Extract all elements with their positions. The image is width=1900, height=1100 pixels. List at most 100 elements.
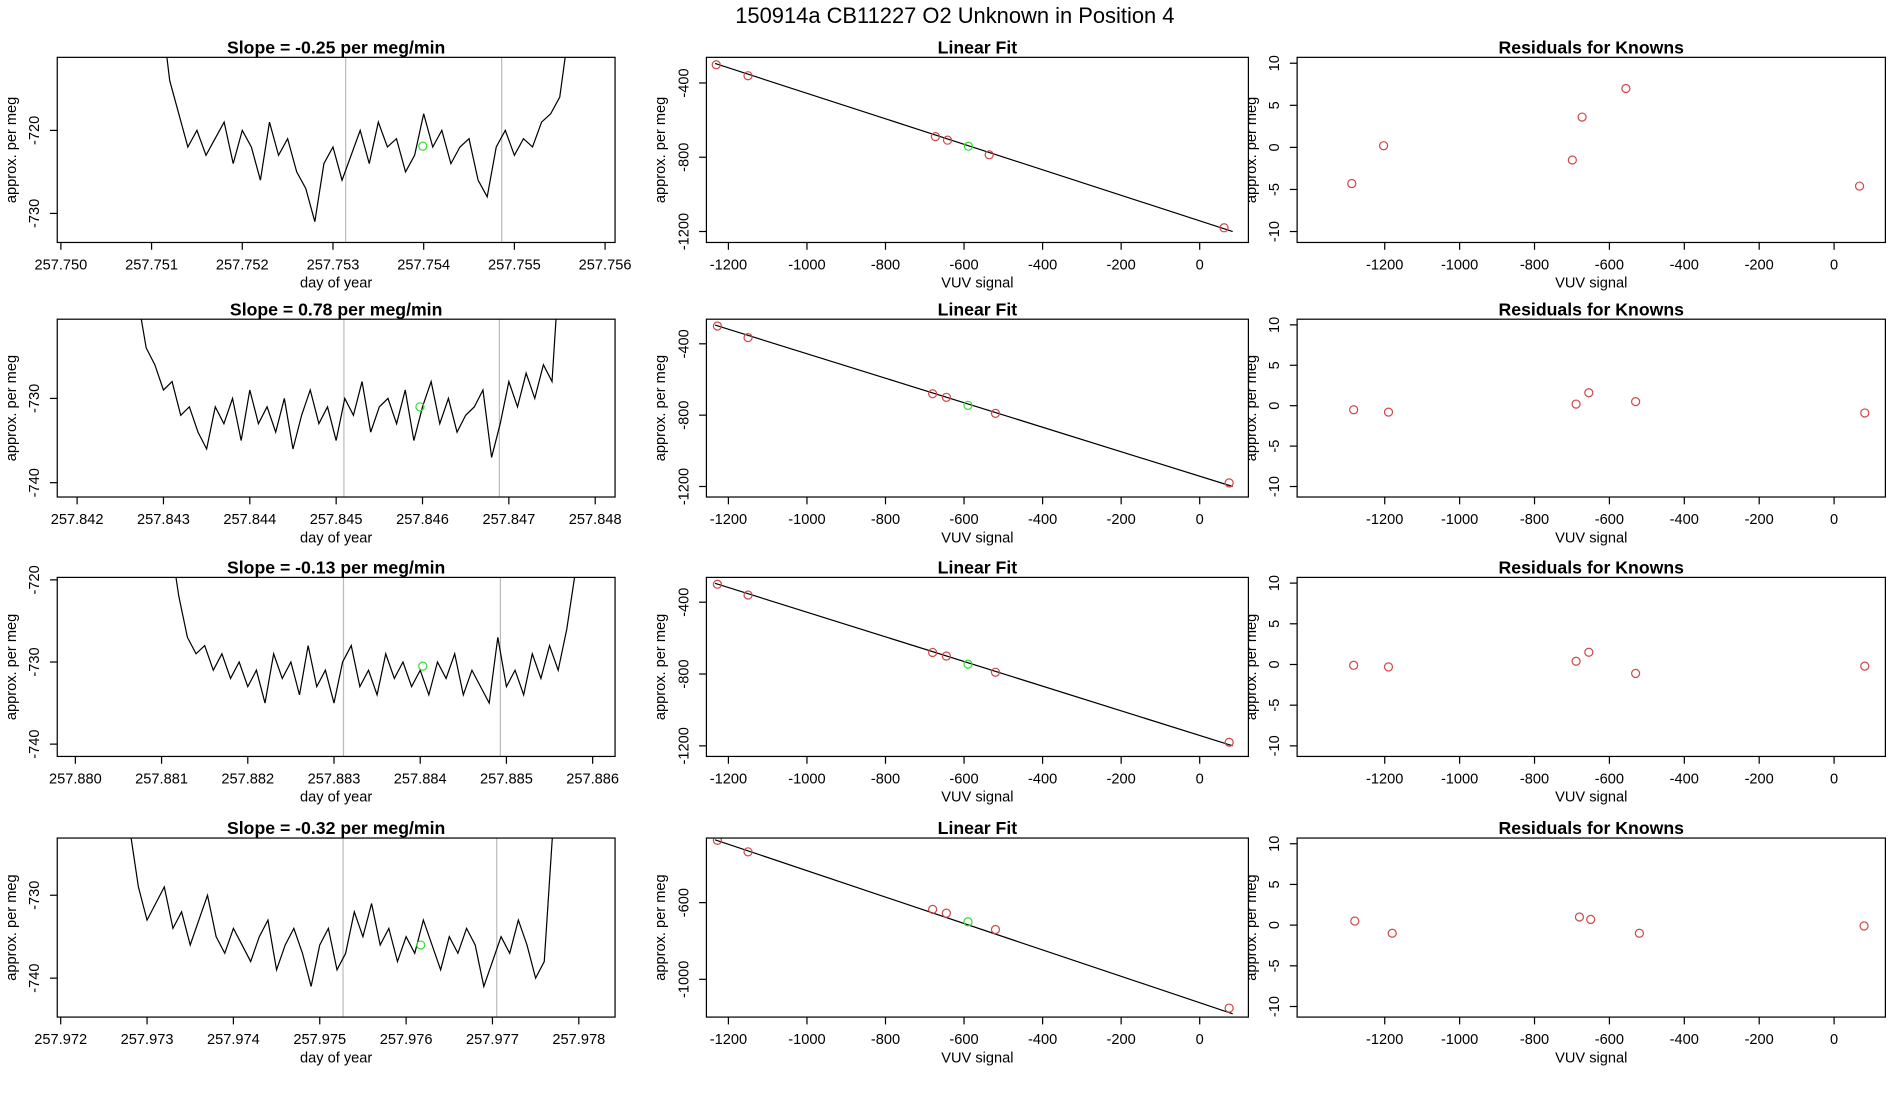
plot-frame bbox=[56, 837, 616, 1018]
x-tick-label: -1000 bbox=[1441, 257, 1478, 273]
plot-area bbox=[712, 838, 1234, 1015]
y-tick-label: -5 bbox=[1267, 959, 1283, 972]
plot-area bbox=[1349, 647, 1870, 679]
fit-line bbox=[714, 324, 1233, 488]
x-tick-label: 0 bbox=[1196, 1032, 1204, 1048]
x-tick-label: 0 bbox=[1196, 771, 1204, 787]
x-tick-label: -200 bbox=[1745, 257, 1774, 273]
data-line bbox=[166, 57, 566, 222]
plot-frame bbox=[56, 56, 616, 244]
x-tick-label: -1000 bbox=[788, 512, 825, 528]
panel: Slope = -0.25 per meg/min day of year appr… bbox=[4, 37, 632, 291]
data-point bbox=[941, 392, 952, 402]
x-tick-label: -200 bbox=[1107, 771, 1136, 787]
data-point bbox=[1350, 916, 1360, 926]
x-tick-label: 257.756 bbox=[579, 257, 632, 273]
y-tick-label: -5 bbox=[1267, 440, 1283, 453]
y-tick-label: 0 bbox=[1267, 921, 1283, 929]
x-tick-label: 257.847 bbox=[482, 512, 535, 528]
x-tick-label: 257.848 bbox=[569, 512, 622, 528]
x-tick-label: -400 bbox=[1028, 1032, 1057, 1048]
y-tick-label: 10 bbox=[1267, 55, 1283, 71]
plot-area bbox=[712, 579, 1234, 747]
data-point bbox=[1854, 181, 1865, 191]
x-tick-label: 257.886 bbox=[566, 771, 619, 787]
x-axis-label: day of year bbox=[300, 530, 372, 546]
x-tick-label: -400 bbox=[1670, 257, 1699, 273]
x-tick-label: 257.842 bbox=[51, 512, 104, 528]
y-tick-label: 5 bbox=[1267, 880, 1283, 888]
y-tick-label: -740 bbox=[27, 964, 43, 993]
data-point bbox=[1347, 178, 1357, 189]
y-tick-label: 5 bbox=[1267, 620, 1283, 628]
y-tick-label: 10 bbox=[1267, 575, 1283, 591]
x-tick-label: 257.752 bbox=[216, 257, 269, 273]
x-tick-label: 257.883 bbox=[308, 771, 361, 787]
panel: Residuals for Knowns VUV signal approx. pe… bbox=[1244, 37, 1886, 292]
data-point bbox=[1584, 647, 1594, 657]
data-point bbox=[963, 141, 973, 151]
x-axis-label: day of year bbox=[300, 790, 372, 806]
fit-line bbox=[714, 62, 1233, 233]
y-axis-label: approx. per meg bbox=[1244, 355, 1260, 461]
x-tick-label: -400 bbox=[1028, 771, 1057, 787]
x-tick-label: -1200 bbox=[710, 1032, 747, 1048]
data-point bbox=[418, 141, 428, 151]
x-axis-label: VUV signal bbox=[941, 1050, 1013, 1066]
x-tick-label: 257.973 bbox=[121, 1032, 174, 1048]
data-point bbox=[1378, 141, 1389, 151]
y-tick-label: 10 bbox=[1267, 317, 1283, 333]
data-point bbox=[1860, 661, 1870, 671]
x-tick-label: -600 bbox=[1595, 257, 1624, 273]
panel-title: Residuals for Knowns bbox=[1499, 299, 1685, 319]
x-tick-label: -200 bbox=[1107, 1032, 1136, 1048]
x-tick-label: 257.846 bbox=[396, 512, 449, 528]
y-tick-label: 5 bbox=[1267, 361, 1283, 369]
data-point bbox=[928, 647, 938, 658]
x-tick-label: -600 bbox=[949, 512, 978, 528]
plot-frame bbox=[1296, 318, 1886, 498]
x-tick-label: 0 bbox=[1830, 771, 1838, 787]
data-point bbox=[1571, 399, 1581, 409]
y-tick-label: -720 bbox=[27, 565, 43, 594]
x-tick-label: 0 bbox=[1830, 1032, 1838, 1048]
x-tick-label: -400 bbox=[1028, 257, 1057, 273]
y-axis-label: approx. per meg bbox=[1244, 614, 1260, 720]
plot-area bbox=[166, 57, 566, 243]
plot-frame bbox=[1296, 576, 1886, 758]
data-point bbox=[930, 131, 941, 142]
plot-frame bbox=[705, 576, 1250, 758]
x-tick-label: 257.750 bbox=[34, 257, 87, 273]
x-axis-label: VUV signal bbox=[941, 790, 1013, 806]
x-tick-label: 257.881 bbox=[135, 771, 188, 787]
panel: Linear Fit VUV signal approx. per meg -1200… bbox=[653, 299, 1250, 546]
data-point bbox=[743, 332, 753, 343]
y-axis-label: approx. per meg bbox=[653, 355, 669, 461]
x-tick-label: -800 bbox=[871, 257, 900, 273]
data-point bbox=[1224, 478, 1234, 488]
x-tick-label: -200 bbox=[1107, 257, 1136, 273]
y-tick-label: 0 bbox=[1267, 660, 1283, 668]
data-point bbox=[1621, 83, 1631, 94]
x-tick-label: -800 bbox=[1520, 257, 1549, 273]
y-tick-label: -5 bbox=[1267, 183, 1283, 196]
data-point bbox=[941, 651, 952, 661]
x-axis-label: day of year bbox=[300, 1050, 372, 1066]
x-tick-label: -1200 bbox=[710, 257, 747, 273]
x-axis-label: VUV signal bbox=[1555, 1050, 1627, 1066]
data-point bbox=[1859, 921, 1869, 931]
x-tick-label: 257.843 bbox=[137, 512, 190, 528]
plot-frame bbox=[705, 837, 1250, 1018]
x-tick-label: 257.754 bbox=[397, 257, 450, 273]
data-point bbox=[1383, 407, 1394, 417]
data-point bbox=[712, 579, 723, 589]
y-axis-label: approx. per meg bbox=[4, 97, 20, 203]
data-point bbox=[1584, 388, 1594, 398]
data-point bbox=[711, 60, 721, 70]
data-point bbox=[984, 150, 994, 160]
x-tick-label: -1000 bbox=[1441, 1032, 1478, 1048]
panel: Linear Fit VUV signal approx. per meg -1200… bbox=[653, 37, 1250, 292]
x-tick-label: 257.882 bbox=[221, 771, 274, 787]
panel-title: Slope = -0.32 per meg/min bbox=[227, 818, 445, 838]
y-tick-label: -1200 bbox=[676, 213, 692, 250]
